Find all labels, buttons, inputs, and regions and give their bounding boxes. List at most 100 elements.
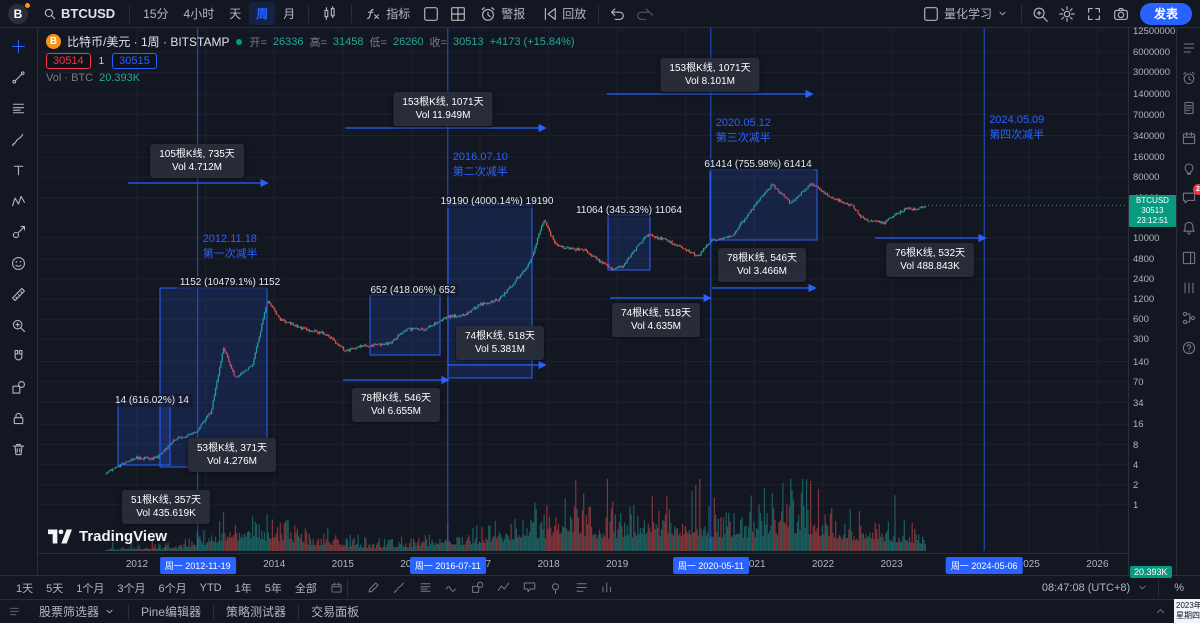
measure-label[interactable]: 76根K线, 532天 Vol 488.843K	[885, 243, 975, 277]
halving-note[interactable]: 2012.11.18 第一次减半	[203, 232, 258, 262]
trend-line-icon[interactable]	[8, 66, 30, 88]
range-button-7[interactable]: 5年	[259, 578, 288, 598]
measure-label[interactable]: 74根K线, 518天 Vol 4.635M	[611, 303, 701, 337]
calendar-icon[interactable]	[1181, 130, 1197, 146]
range-button-2[interactable]: 1个月	[70, 578, 110, 598]
indicators-button[interactable]: 指标	[358, 2, 416, 26]
price-range-label[interactable]: 11064 (345.33%) 11064	[573, 204, 685, 217]
chat-icon[interactable]: 2	[1181, 184, 1200, 206]
range-button-6[interactable]: 1年	[229, 578, 258, 598]
xabcd-pattern-icon[interactable]	[8, 190, 30, 212]
range-button-5[interactable]: YTD	[194, 580, 228, 596]
draw-pencil-icon[interactable]	[366, 580, 381, 595]
draw-waves-icon[interactable]	[444, 580, 459, 595]
notifications-icon[interactable]	[1181, 220, 1197, 236]
brush-icon[interactable]	[8, 128, 30, 150]
quick-search-button[interactable]	[1028, 2, 1052, 26]
undo-button[interactable]	[605, 2, 629, 26]
settings-button[interactable]	[1055, 2, 1079, 26]
draw-bars-icon[interactable]	[600, 580, 615, 595]
remove-drawings-icon[interactable]	[8, 438, 30, 460]
snapshot-button[interactable]	[1109, 2, 1133, 26]
time-axis[interactable]: 2012201320142015201620172018201920202021…	[38, 553, 1128, 575]
ruler-measure-icon[interactable]	[8, 283, 30, 305]
measure-label[interactable]: 105根K线, 735天 Vol 4.712M	[150, 144, 244, 178]
range-button-0[interactable]: 1天	[10, 578, 39, 598]
halving-date-chip[interactable]: 周一 2020-05-11	[672, 557, 749, 574]
timeframe-2[interactable]: 天	[222, 2, 248, 25]
chart-style-button[interactable]	[315, 2, 345, 26]
draw-zigzag-icon[interactable]	[496, 580, 511, 595]
measure-label[interactable]: 51根K线, 357天 Vol 435.619K	[121, 490, 211, 524]
lock-drawings-icon[interactable]	[8, 407, 30, 429]
halving-date-chip[interactable]: 周一 2024-05-06	[945, 557, 1023, 574]
draw-brush-icon[interactable]	[392, 580, 407, 595]
measure-label[interactable]: 74根K线, 518天 Vol 5.381M	[455, 326, 545, 360]
forecast-icon[interactable]	[8, 221, 30, 243]
timeframe-0[interactable]: 15分	[136, 2, 175, 25]
dom-icon[interactable]	[1181, 280, 1197, 296]
price-axis[interactable]: 12500000 6000000 3000000 1400000 700000 34000…	[1128, 26, 1176, 578]
draw-callout-icon[interactable]	[522, 580, 537, 595]
halving-note[interactable]: 2020.05.12 第三次减半	[716, 116, 771, 146]
tab-trading-panel[interactable]: 交易面板	[299, 601, 371, 622]
halving-date-chip[interactable]: 周一 2012-11-19	[159, 557, 236, 574]
watchlist-icon[interactable]	[1181, 40, 1197, 56]
draw-list-icon[interactable]	[574, 580, 589, 595]
tab-strategy-tester[interactable]: 策略测试器	[214, 601, 298, 622]
panel-menu-icon[interactable]	[8, 605, 21, 618]
timeframe-1[interactable]: 4小时	[177, 2, 222, 25]
range-button-8[interactable]: 全部	[289, 578, 323, 598]
range-button-1[interactable]: 5天	[40, 578, 69, 598]
halving-note[interactable]: 2016.07.10 第二次减半	[453, 150, 508, 180]
measure-label[interactable]: 53根K线, 371天 Vol 4.276M	[187, 438, 277, 472]
user-avatar[interactable]: B	[8, 1, 31, 24]
go-to-date-icon[interactable]	[330, 581, 343, 594]
zoom-in-icon[interactable]	[8, 314, 30, 336]
news-icon[interactable]	[1181, 100, 1197, 116]
halving-date-chip[interactable]: 周一 2016-07-11	[409, 557, 486, 574]
panel-expand-icon[interactable]	[1154, 605, 1167, 618]
multichart-layout-button[interactable]	[446, 2, 470, 26]
clock[interactable]: 08:47:08 (UTC+8)	[1041, 581, 1131, 594]
order-panel-icon[interactable]	[1181, 250, 1197, 266]
measure-label[interactable]: 153根K线, 1071天 Vol 11.949M	[393, 92, 493, 126]
alert-button[interactable]: 警报	[473, 2, 531, 26]
emoji-icon[interactable]	[8, 252, 30, 274]
layout-select-button[interactable]: 量化学习	[916, 2, 1015, 26]
help-icon[interactable]	[1181, 340, 1197, 356]
halving-note[interactable]: 2024.05.09 第四次减半	[989, 113, 1044, 143]
symbol-title[interactable]: 比特币/美元 · 1周 · BITSTAMP	[67, 35, 230, 49]
timeframe-4[interactable]: 月	[276, 2, 302, 25]
percent-scale-button[interactable]: %	[1168, 580, 1190, 596]
sell-price-chip[interactable]: 30514	[46, 53, 91, 69]
alerts-icon[interactable]	[1181, 70, 1197, 86]
text-tool-icon[interactable]	[8, 159, 30, 181]
tab-screener[interactable]: 股票筛选器	[27, 601, 128, 622]
redo-button[interactable]	[632, 2, 656, 26]
draw-fib-icon[interactable]	[418, 580, 433, 595]
price-range-label[interactable]: 652 (418.06%) 652	[367, 284, 459, 297]
indicator-templates-button[interactable]	[419, 2, 443, 26]
fullscreen-button[interactable]	[1082, 2, 1106, 26]
symbol-search[interactable]: BTCUSD	[35, 4, 123, 23]
tab-pine-editor[interactable]: Pine编辑器	[129, 601, 213, 622]
ideas-icon[interactable]	[1181, 160, 1197, 176]
tradingview-logo[interactable]: TradingView	[48, 528, 167, 545]
range-button-4[interactable]: 6个月	[153, 578, 193, 598]
shapes-icon[interactable]	[8, 376, 30, 398]
replay-button[interactable]: 回放	[534, 2, 592, 26]
draw-pin-icon[interactable]	[548, 580, 563, 595]
publish-button[interactable]: 发表	[1139, 2, 1192, 25]
draw-shapes-icon[interactable]	[470, 580, 485, 595]
price-range-label[interactable]: 61414 (755.98%) 61414	[701, 158, 815, 171]
fib-retracement-icon[interactable]	[8, 97, 30, 119]
measure-label[interactable]: 78根K线, 546天 Vol 3.466M	[717, 248, 807, 282]
price-range-label[interactable]: 19190 (4000.14%) 19190	[437, 195, 557, 208]
timeframe-3[interactable]: 周	[249, 2, 276, 25]
chart-area[interactable]: 105根K线, 735天 Vol 4.712M 153根K线, 1071天 Vol 1…	[38, 28, 1128, 575]
crosshair-icon[interactable]	[8, 35, 30, 57]
measure-label[interactable]: 153根K线, 1071天 Vol 8.101M	[660, 58, 760, 92]
measure-label[interactable]: 78根K线, 546天 Vol 6.655M	[351, 388, 441, 422]
price-range-label[interactable]: 1152 (10479.1%) 1152	[176, 276, 284, 289]
